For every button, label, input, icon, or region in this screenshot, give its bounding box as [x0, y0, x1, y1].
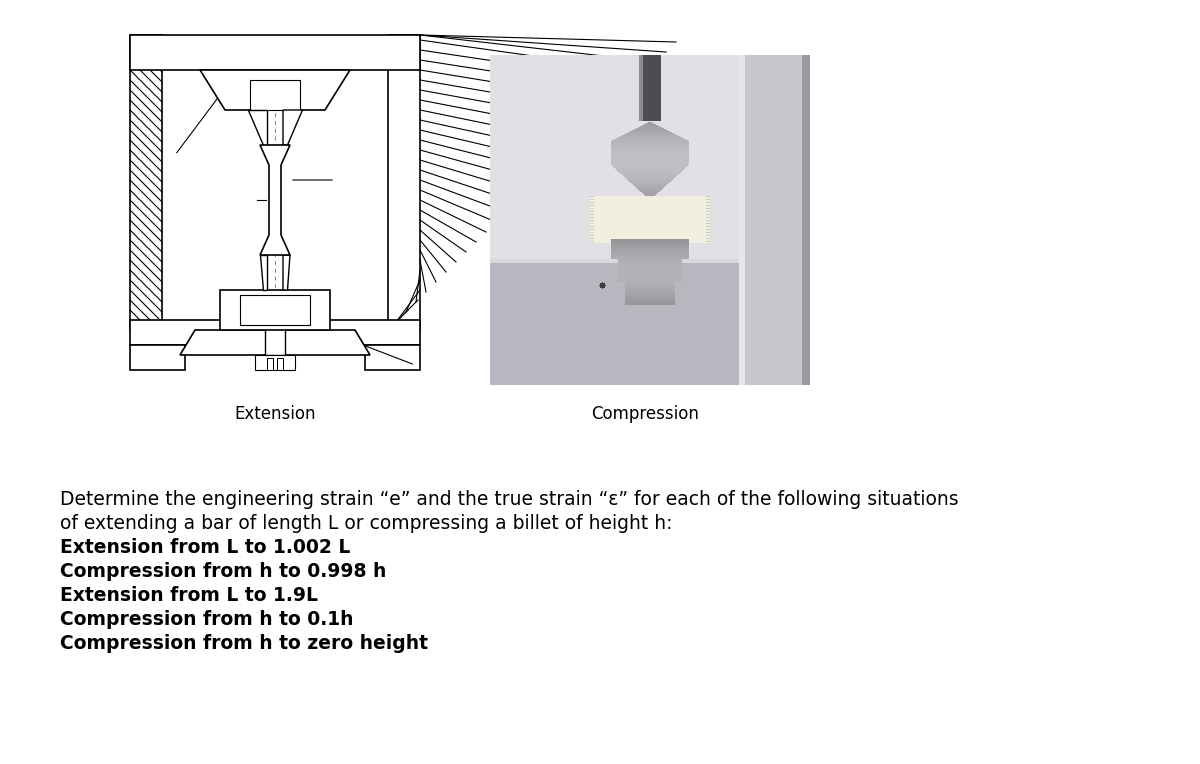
Bar: [130, 35, 162, 330]
Text: Compression: Compression: [592, 405, 698, 423]
Text: Extension: Extension: [234, 405, 316, 423]
Polygon shape: [247, 110, 266, 145]
Bar: [265, 320, 286, 355]
Bar: [130, 320, 420, 345]
Text: Determine the engineering strain “e” and the true strain “ε” for each of the fol: Determine the engineering strain “e” and…: [60, 490, 959, 509]
Polygon shape: [180, 330, 370, 355]
Bar: [250, 80, 300, 110]
Text: Compression from h to 0.1h: Compression from h to 0.1h: [60, 610, 354, 629]
Bar: [240, 295, 310, 325]
Bar: [220, 290, 330, 330]
Text: of extending a bar of length L or compressing a billet of height h:: of extending a bar of length L or compre…: [60, 514, 672, 533]
Bar: [130, 345, 185, 370]
Polygon shape: [283, 110, 302, 145]
Polygon shape: [260, 255, 266, 290]
Bar: [266, 358, 274, 370]
Bar: [365, 345, 420, 370]
Polygon shape: [260, 145, 290, 255]
Text: Extension from L to 1.002 L: Extension from L to 1.002 L: [60, 538, 350, 557]
Bar: [388, 35, 420, 330]
Text: Compression from h to zero height: Compression from h to zero height: [60, 634, 428, 653]
Bar: [256, 355, 295, 370]
Bar: [130, 35, 420, 70]
Polygon shape: [283, 255, 290, 290]
Text: Extension from L to 1.9L: Extension from L to 1.9L: [60, 586, 318, 605]
Text: Compression from h to 0.998 h: Compression from h to 0.998 h: [60, 562, 386, 581]
Bar: [277, 358, 283, 370]
Polygon shape: [200, 70, 350, 110]
